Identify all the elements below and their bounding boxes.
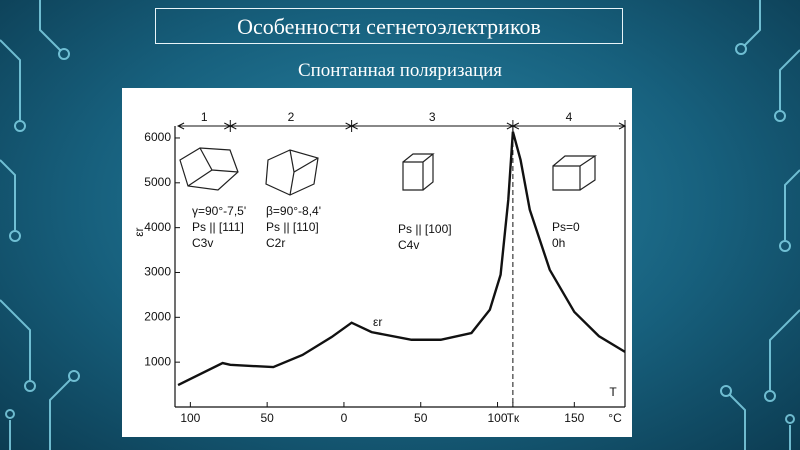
region-label: 1: [201, 110, 208, 124]
annotation-line: β=90°-8,4': [266, 204, 321, 218]
x-axis-title: T: [609, 385, 617, 399]
annotation-line: Ps || [110]: [266, 220, 319, 234]
chart-background: [122, 88, 632, 437]
y-tick-label: 6000: [144, 130, 171, 144]
x-tick-label: 50: [414, 411, 428, 425]
crystal-sketches: [179, 147, 597, 196]
annotation-line: 0h: [552, 236, 565, 250]
region-label: 4: [566, 110, 573, 124]
y-tick-label: 1000: [144, 354, 171, 368]
x-tick-label: 100: [488, 411, 508, 425]
annotation-line: γ=90°-7,5': [192, 204, 246, 218]
annotation-line: Ps=0: [552, 220, 580, 234]
y-tick-label: 2000: [144, 309, 171, 323]
x-tick-label: Tк: [507, 411, 520, 425]
x-unit: °C: [608, 411, 622, 425]
series-line: [177, 131, 626, 387]
region-label: 2: [288, 110, 295, 124]
y-tick-label: 3000: [144, 265, 171, 279]
annotation-line: C2r: [266, 236, 285, 250]
y-tick-label: 4000: [144, 220, 171, 234]
annotation-line: Ps || [100]: [398, 222, 452, 236]
slide-title: Особенности сегнетоэлектриков: [155, 8, 623, 44]
series-label: εr: [373, 315, 382, 329]
annotation-line: C4v: [398, 238, 419, 252]
y-tick-label: 5000: [144, 175, 171, 189]
region-label: 3: [429, 110, 436, 124]
slide-subtitle: Спонтанная поляризация: [297, 60, 503, 81]
annotation-line: Ps || [111]: [192, 220, 244, 234]
x-tick-label: 50: [260, 411, 274, 425]
x-tick-label: 150: [564, 411, 584, 425]
x-tick-label: 100: [180, 411, 200, 425]
y-axis-title: εr: [132, 227, 146, 236]
x-tick-label: 0: [341, 411, 348, 425]
annotation-line: C3v: [192, 236, 213, 250]
